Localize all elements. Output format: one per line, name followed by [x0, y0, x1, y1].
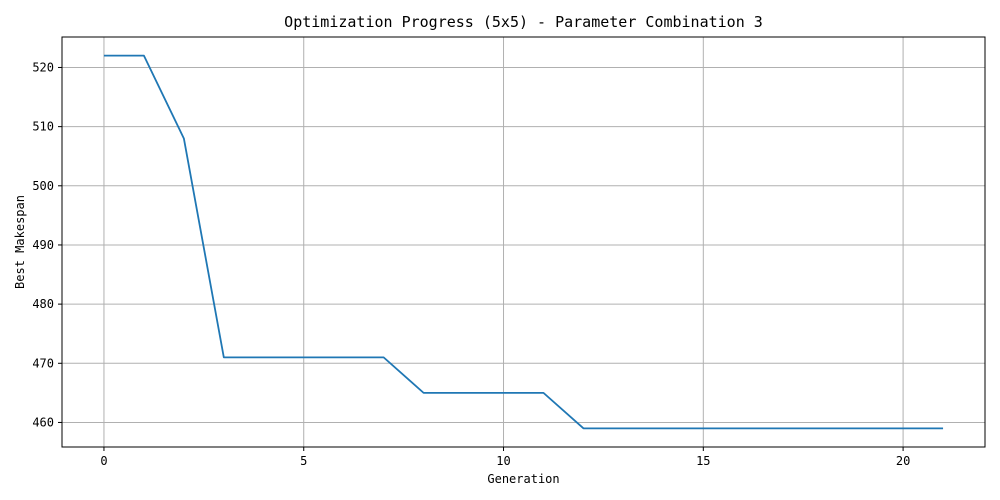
x-tick-label: 0	[100, 454, 107, 468]
y-axis-label: Best Makespan	[13, 195, 27, 289]
chart-title: Optimization Progress (5x5) - Parameter …	[284, 13, 763, 31]
grid	[62, 37, 985, 447]
x-tick-label: 15	[696, 454, 710, 468]
series-layer	[103, 54, 944, 430]
y-tick-label: 520	[32, 60, 54, 74]
x-tick-label: 10	[496, 454, 510, 468]
y-tick-label: 510	[32, 120, 54, 134]
y-tick-label: 470	[32, 356, 54, 370]
y-tick-label: 490	[32, 238, 54, 252]
x-tick-label: 20	[896, 454, 910, 468]
y-tick-label: 500	[32, 179, 54, 193]
x-tick-label: 5	[300, 454, 307, 468]
y-tick-label: 460	[32, 415, 54, 429]
plot-frame	[61, 36, 986, 448]
series-line-0	[103, 54, 944, 430]
x-axis-label: Generation	[487, 472, 559, 486]
y-tick-label: 480	[32, 297, 54, 311]
